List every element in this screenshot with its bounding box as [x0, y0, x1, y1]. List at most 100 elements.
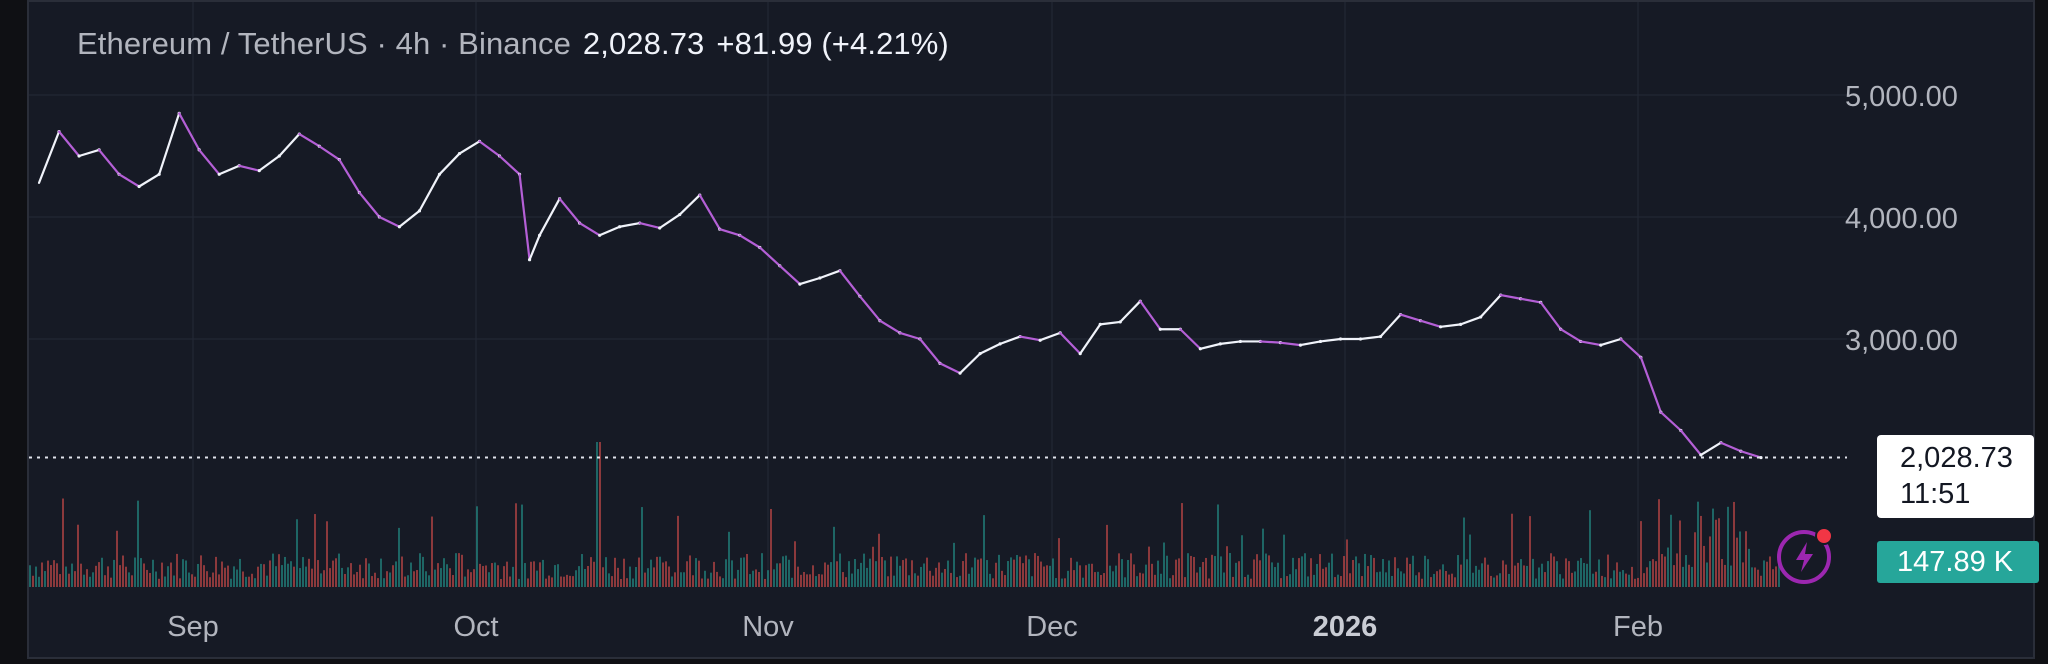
- volume-bar: [1664, 556, 1666, 587]
- volume-bar: [1259, 560, 1261, 587]
- volume-bar: [161, 562, 163, 587]
- price-line-segment: [97, 148, 121, 176]
- volume-bar: [320, 573, 322, 587]
- volume-bar: [1772, 569, 1774, 587]
- volume-bar: [1382, 559, 1384, 587]
- volume-bar: [1040, 561, 1042, 587]
- volume-bar: [1403, 573, 1405, 587]
- volume-bar: [1181, 503, 1183, 587]
- volume-bar: [1532, 558, 1534, 587]
- volume-bar: [200, 555, 202, 587]
- price-line-segment: [1399, 313, 1422, 322]
- volume-bar: [1022, 563, 1024, 587]
- volume-bar: [371, 576, 373, 587]
- time-axis[interactable]: Sep Oct Nov Dec 2026 Feb: [167, 611, 1663, 643]
- volume-bar: [1058, 538, 1060, 587]
- chart-frame[interactable]: 5,000.00 4,000.00 3,000.00 Sep Oct Nov D…: [27, 0, 2039, 661]
- volume-bar: [920, 566, 922, 587]
- price-line-layer: [37, 111, 1763, 460]
- volume-bar: [1355, 556, 1357, 587]
- volume-bar: [872, 546, 874, 587]
- volume-bar: [746, 553, 748, 587]
- volume-bar: [1217, 504, 1219, 587]
- volume-bar: [590, 557, 592, 587]
- price-line-segment: [1419, 319, 1442, 328]
- volume-bar: [1739, 531, 1741, 587]
- volume-bar: [941, 572, 943, 587]
- volume-bar: [350, 563, 352, 587]
- volume-bar: [362, 578, 364, 587]
- price-line-segment: [1499, 293, 1522, 300]
- volume-bar: [749, 574, 751, 587]
- volume-bar: [191, 574, 193, 587]
- volume-bar: [650, 559, 652, 587]
- volume-bar: [1595, 571, 1597, 587]
- volume-bar: [1373, 557, 1375, 587]
- volume-bar: [767, 570, 769, 587]
- volume-bar: [581, 554, 583, 587]
- volume-bar: [101, 557, 103, 587]
- chart-legend[interactable]: Ethereum / TetherUS · 4h · Binance 2,028.…: [77, 26, 949, 62]
- volume-bar: [698, 560, 700, 587]
- volume-bar: [1448, 574, 1450, 587]
- volume-bar: [1769, 556, 1771, 587]
- volume-bar: [1589, 510, 1591, 587]
- volume-bar: [395, 561, 397, 587]
- volume-bar: [1559, 574, 1561, 587]
- volume-bar: [1733, 501, 1735, 587]
- price-line-segment: [57, 130, 81, 158]
- price-line-segment: [518, 173, 531, 261]
- volume-bar: [1001, 570, 1003, 587]
- volume-bar: [1619, 571, 1621, 587]
- volume-bar: [1454, 577, 1456, 587]
- volume-bar: [1361, 576, 1363, 587]
- price-line-segment: [1199, 342, 1222, 350]
- volume-bar: [1289, 574, 1291, 587]
- volume-bar: [497, 565, 499, 587]
- volume-bar: [806, 574, 808, 587]
- volume-bar: [488, 572, 490, 587]
- volume-bar: [290, 561, 292, 587]
- volume-bar: [923, 563, 925, 587]
- volume-bar: [1019, 556, 1021, 587]
- price-axis[interactable]: 5,000.00 4,000.00 3,000.00: [1845, 81, 1958, 357]
- volume-bar: [1229, 553, 1231, 587]
- price-line-segment: [1559, 328, 1582, 343]
- price-line-segment: [1679, 429, 1703, 456]
- volume-bar: [44, 571, 46, 587]
- volume-bar: [116, 530, 118, 587]
- volume-bar: [1511, 513, 1513, 587]
- volume-bar: [569, 575, 571, 587]
- volume-bar: [77, 524, 79, 587]
- volume-bar: [1328, 562, 1330, 587]
- price-line-segment: [1459, 315, 1482, 326]
- volume-bar: [1496, 575, 1498, 587]
- chart-canvas[interactable]: 5,000.00 4,000.00 3,000.00 Sep Oct Nov D…: [29, 2, 2037, 661]
- volume-bar: [1346, 539, 1348, 587]
- volume-bar: [428, 575, 430, 587]
- price-line-segment: [938, 362, 962, 375]
- price-line-segment: [438, 152, 461, 176]
- volume-bar: [1097, 571, 1099, 587]
- volume-bar: [359, 564, 361, 587]
- volume-bar: [689, 555, 691, 587]
- volume-bar: [1397, 568, 1399, 587]
- volume-bar: [1322, 568, 1324, 587]
- lightning-bolt-icon[interactable]: [1777, 526, 1835, 584]
- volume-bar: [932, 575, 934, 587]
- volume-bar: [152, 559, 154, 587]
- volume-bar: [1529, 516, 1531, 587]
- volume-bar: [1145, 564, 1147, 587]
- volume-bar: [851, 573, 853, 587]
- volume-bar: [1253, 559, 1255, 587]
- price-line-segment: [1319, 337, 1342, 343]
- volume-bar: [1514, 565, 1516, 587]
- volume-bar: [128, 572, 130, 587]
- volume-bar: [773, 569, 775, 587]
- volume-bar: [1430, 577, 1432, 587]
- price-line-segment: [118, 173, 141, 188]
- volume-bar: [1025, 555, 1027, 587]
- volume-bar: [1028, 559, 1030, 587]
- volume-bar: [437, 563, 439, 587]
- volume-bar: [524, 563, 526, 587]
